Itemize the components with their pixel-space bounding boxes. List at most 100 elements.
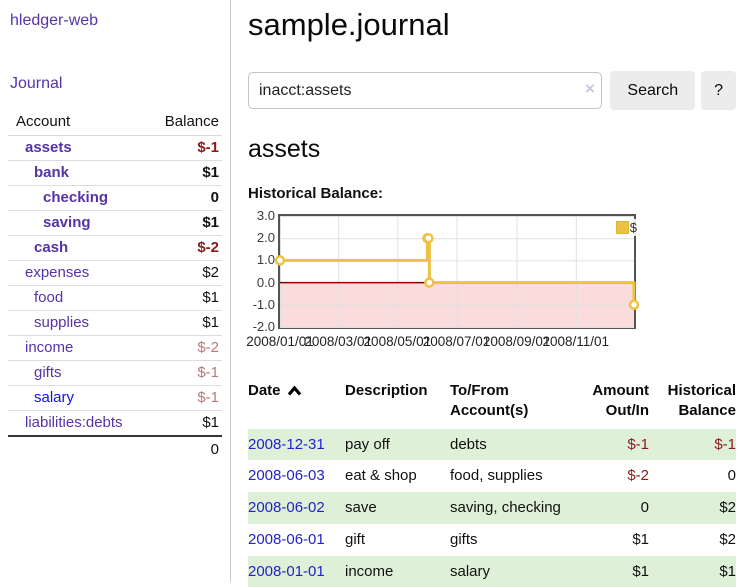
account-row: food$1 bbox=[8, 286, 222, 311]
account-link-gifts[interactable]: gifts bbox=[34, 364, 62, 381]
account-balance: $-1 bbox=[151, 136, 222, 161]
sort-asc-icon bbox=[287, 385, 302, 396]
account-row: bank $1 bbox=[8, 161, 222, 186]
tx-description: save bbox=[345, 492, 450, 524]
accounts-total-value: 0 bbox=[151, 436, 222, 462]
tx-balance: 0 bbox=[649, 460, 736, 492]
tx-amount: $-2 bbox=[569, 460, 649, 492]
account-balance: $1 bbox=[151, 161, 222, 186]
tx-header-amount-out-in: Amount Out/In bbox=[569, 379, 649, 429]
tx-date-link[interactable]: 2008-06-02 bbox=[248, 499, 325, 516]
tx-header-description: Description bbox=[345, 379, 450, 429]
account-link-supplies[interactable]: supplies bbox=[34, 314, 89, 331]
tx-accounts: salary bbox=[450, 556, 569, 587]
search-form: × Search ? bbox=[248, 71, 736, 110]
chart-ytick: 0.0 bbox=[248, 275, 275, 290]
account-row: saving$1 bbox=[8, 211, 222, 236]
chart-ytick: -2.0 bbox=[248, 319, 275, 334]
search-input[interactable] bbox=[248, 72, 602, 109]
tx-amount: $1 bbox=[569, 524, 649, 556]
tx-date-link[interactable]: 2008-06-03 bbox=[248, 467, 325, 484]
account-balance: $1 bbox=[151, 411, 222, 437]
account-link-bank[interactable]: bank bbox=[34, 164, 69, 181]
chart-xtick: 2008/11/01 bbox=[539, 334, 613, 349]
tx-header-to-from-account-s-: To/From Account(s) bbox=[450, 379, 569, 429]
tx-header-historical-balance: Historical Balance bbox=[649, 379, 736, 429]
tx-description: pay off bbox=[345, 429, 450, 461]
tx-balance: $2 bbox=[649, 492, 736, 524]
search-button[interactable]: Search bbox=[610, 71, 695, 110]
tx-balance: $-1 bbox=[649, 429, 736, 461]
tx-date-link[interactable]: 2008-06-01 bbox=[248, 531, 325, 548]
account-balance: $-1 bbox=[151, 386, 222, 411]
accounts-table-header: Account Balance bbox=[8, 109, 222, 136]
account-row: salary $-1 bbox=[8, 386, 222, 411]
account-balance: $-2 bbox=[151, 336, 222, 361]
account-link-expenses[interactable]: expenses bbox=[25, 264, 89, 281]
app-title-link[interactable]: hledger-web bbox=[10, 12, 98, 29]
nav-journal: Journal bbox=[10, 75, 222, 93]
tx-balance: $1 bbox=[649, 556, 736, 587]
chart-title: Historical Balance: bbox=[248, 185, 736, 202]
account-balance: $-2 bbox=[151, 236, 222, 261]
tx-amount: 0 bbox=[569, 492, 649, 524]
account-row: cash $-2 bbox=[8, 236, 222, 261]
tx-description: gift bbox=[345, 524, 450, 556]
tx-accounts: gifts bbox=[450, 524, 569, 556]
accounts-total-row: 0 bbox=[8, 436, 222, 462]
account-row: liabilities:debts $1 bbox=[8, 411, 222, 437]
chart-ytick: 3.0 bbox=[248, 208, 275, 223]
nav-journal-link[interactable]: Journal bbox=[10, 75, 62, 92]
account-balance: $2 bbox=[151, 261, 222, 286]
account-balance: 0 bbox=[151, 186, 222, 211]
main-content: sample.journal × Search ? assets Histori… bbox=[232, 0, 742, 582]
tx-accounts: saving, checking bbox=[450, 492, 569, 524]
account-link-income[interactable]: income bbox=[25, 339, 73, 356]
account-row: checking 0 bbox=[8, 186, 222, 211]
account-row: income $-2 bbox=[8, 336, 222, 361]
account-link-food[interactable]: food bbox=[34, 289, 63, 306]
tx-date-link[interactable]: 2008-12-31 bbox=[248, 436, 325, 453]
account-link-assets[interactable]: assets bbox=[25, 139, 72, 156]
tx-accounts: food, supplies bbox=[450, 460, 569, 492]
account-row: gifts $-1 bbox=[8, 361, 222, 386]
account-row: supplies $1 bbox=[8, 311, 222, 336]
accounts-table: Account Balance assets $-1 bank $1 checking 0… bbox=[8, 109, 222, 462]
page-title: sample.journal bbox=[248, 7, 736, 43]
account-link-saving[interactable]: saving bbox=[43, 214, 91, 231]
account-balance: $-1 bbox=[151, 361, 222, 386]
account-row: assets $-1 bbox=[8, 136, 222, 161]
clear-search-icon[interactable]: × bbox=[585, 80, 595, 97]
plot-svg bbox=[280, 216, 634, 327]
tx-accounts: debts bbox=[450, 429, 569, 461]
account-link-salary[interactable]: salary bbox=[34, 389, 74, 406]
account-link-checking[interactable]: checking bbox=[43, 189, 108, 206]
tx-amount: $-1 bbox=[569, 429, 649, 461]
sidebar: hledger-web Journal Account Balance asse… bbox=[0, 0, 231, 582]
help-button[interactable]: ? bbox=[701, 71, 736, 110]
chart-ytick: 2.0 bbox=[248, 230, 275, 245]
tx-balance: $2 bbox=[649, 524, 736, 556]
chart-ytick: -1.0 bbox=[248, 297, 275, 312]
account-link-cash[interactable]: cash bbox=[34, 239, 68, 256]
tx-date-link[interactable]: 2008-01-01 bbox=[248, 563, 325, 580]
tx-description: eat & shop bbox=[345, 460, 450, 492]
account-link-liabilities-debts[interactable]: liabilities:debts bbox=[25, 414, 123, 431]
app-title: hledger-web bbox=[10, 12, 222, 30]
account-heading: assets bbox=[248, 135, 736, 164]
account-row: expenses $2 bbox=[8, 261, 222, 286]
accounts-header-balance: Balance bbox=[151, 109, 222, 136]
tx-header-date[interactable]: Date bbox=[248, 379, 345, 429]
tx-description: income bbox=[345, 556, 450, 587]
tx-amount: $1 bbox=[569, 556, 649, 587]
account-balance: $1 bbox=[151, 311, 222, 336]
